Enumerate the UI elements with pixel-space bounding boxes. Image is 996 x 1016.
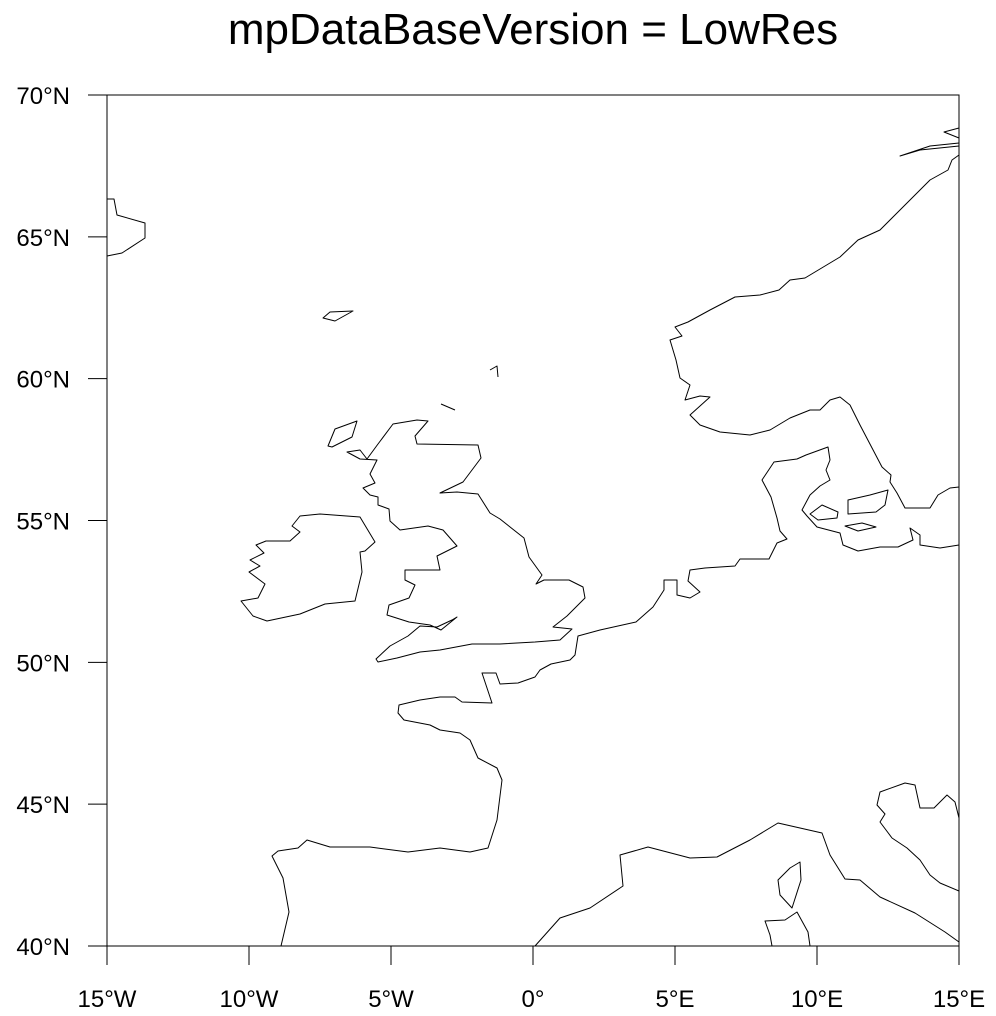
x-tick-label: 15°W xyxy=(78,986,137,1013)
map-frame xyxy=(106,94,960,947)
coastlines xyxy=(106,127,960,947)
x-tick-label: 0° xyxy=(522,986,545,1013)
x-tick-label: 5°E xyxy=(656,986,695,1013)
x-tick-label: 15°E xyxy=(933,986,985,1013)
x-tick-label: 10°W xyxy=(220,986,279,1013)
y-tick-label: 40°N xyxy=(16,934,70,961)
y-tick-label: 65°N xyxy=(16,225,70,252)
x-tick-label: 5°W xyxy=(368,986,414,1013)
y-tick-label: 45°N xyxy=(16,792,70,819)
y-tick-label: 55°N xyxy=(16,509,70,536)
y-tick-label: 70°N xyxy=(16,83,70,110)
map-title: mpDataBaseVersion = LowRes xyxy=(228,5,838,54)
y-tick-label: 50°N xyxy=(16,650,70,677)
y-tick-label: 60°N xyxy=(16,367,70,394)
x-tick-label: 10°E xyxy=(791,986,843,1013)
